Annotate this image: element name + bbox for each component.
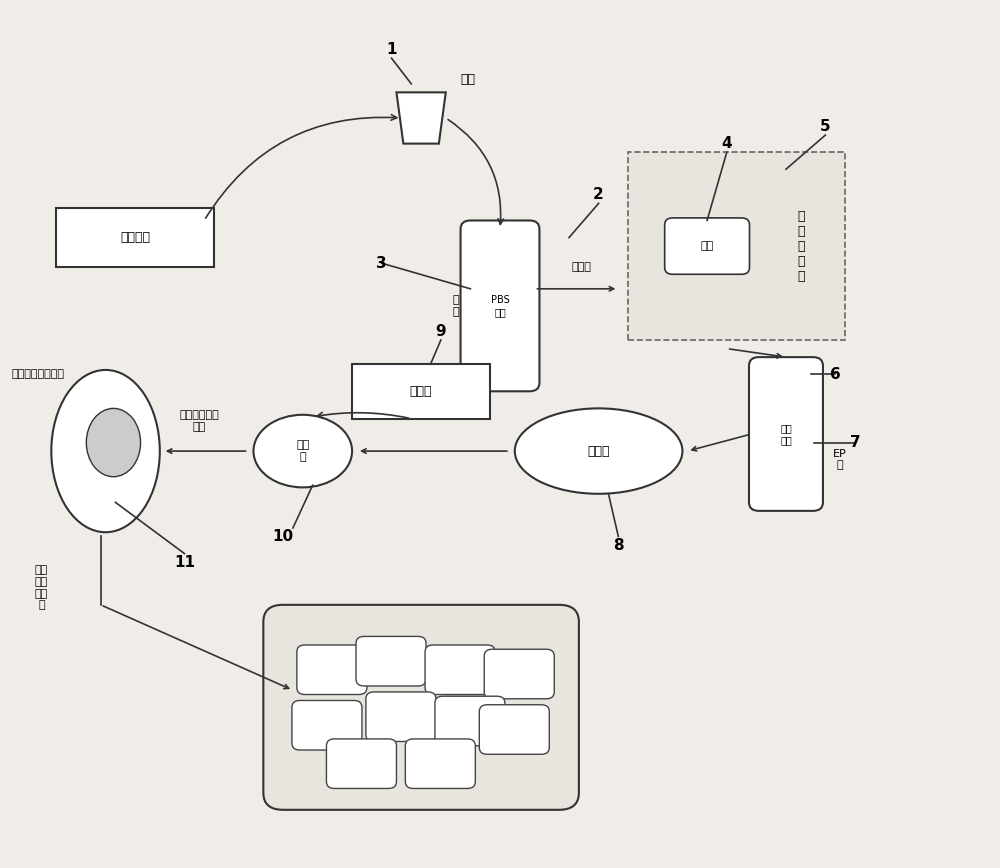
Polygon shape xyxy=(396,92,446,143)
Ellipse shape xyxy=(253,415,352,487)
Text: PBS
试剂: PBS 试剂 xyxy=(491,295,509,317)
FancyBboxPatch shape xyxy=(435,696,505,746)
FancyBboxPatch shape xyxy=(461,220,539,391)
Text: 有限
稀释
法克
隆: 有限 稀释 法克 隆 xyxy=(35,565,48,610)
Text: 选择牙齿: 选择牙齿 xyxy=(120,231,150,244)
Text: 试
管: 试 管 xyxy=(452,295,459,317)
FancyBboxPatch shape xyxy=(425,645,495,694)
Ellipse shape xyxy=(51,370,160,532)
FancyBboxPatch shape xyxy=(405,739,475,788)
Text: 离心
管: 离心 管 xyxy=(296,440,309,462)
Text: 原代人乳牙干细胞: 原代人乳牙干细胞 xyxy=(12,369,65,379)
Text: 消化、离心、
培养: 消化、离心、 培养 xyxy=(179,411,219,432)
FancyBboxPatch shape xyxy=(56,207,214,267)
Text: 眼科剪: 眼科剪 xyxy=(410,385,432,398)
Text: 6: 6 xyxy=(830,366,841,382)
FancyBboxPatch shape xyxy=(665,218,749,274)
Text: 牙髓
组织: 牙髓 组织 xyxy=(780,424,792,444)
FancyBboxPatch shape xyxy=(749,357,823,511)
FancyBboxPatch shape xyxy=(297,645,367,694)
Text: 11: 11 xyxy=(174,555,195,569)
Text: 牙髓: 牙髓 xyxy=(700,241,714,251)
FancyBboxPatch shape xyxy=(628,152,845,340)
Text: 3: 3 xyxy=(376,256,387,271)
Text: 1: 1 xyxy=(386,43,397,57)
Ellipse shape xyxy=(515,408,682,494)
Text: 取牙髓: 取牙髓 xyxy=(571,262,591,272)
Text: 4: 4 xyxy=(721,136,732,151)
FancyBboxPatch shape xyxy=(484,649,554,699)
Text: 5: 5 xyxy=(820,119,831,134)
FancyBboxPatch shape xyxy=(352,364,490,419)
FancyBboxPatch shape xyxy=(356,636,426,686)
Text: 7: 7 xyxy=(850,435,860,450)
Text: 2: 2 xyxy=(593,187,604,202)
Ellipse shape xyxy=(86,408,141,477)
FancyBboxPatch shape xyxy=(366,692,436,741)
Text: 8: 8 xyxy=(613,537,624,553)
FancyBboxPatch shape xyxy=(292,700,362,750)
Text: 9: 9 xyxy=(436,324,446,339)
FancyBboxPatch shape xyxy=(263,605,579,810)
Text: EP
管: EP 管 xyxy=(833,449,847,470)
FancyBboxPatch shape xyxy=(479,705,549,754)
Text: 超
净
工
作
台: 超 净 工 作 台 xyxy=(797,209,805,283)
FancyBboxPatch shape xyxy=(326,739,396,788)
Text: 10: 10 xyxy=(272,529,294,544)
Text: 培养皿: 培养皿 xyxy=(587,444,610,457)
Text: 乳牙: 乳牙 xyxy=(461,73,476,86)
